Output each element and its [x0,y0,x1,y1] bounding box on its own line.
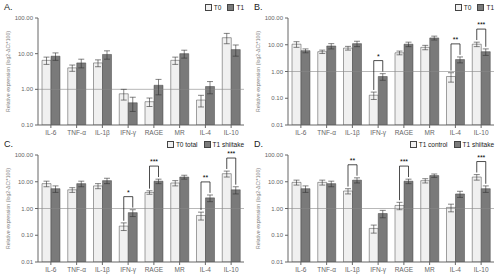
html-text:C.: C. [4,139,13,149]
svg-text:IL-1β: IL-1β [345,129,360,137]
svg-text:MR: MR [175,129,185,136]
svg-text:MR: MR [175,266,185,273]
svg-text:IL-4: IL-4 [450,129,462,136]
svg-text:IL-1β: IL-1β [95,266,110,274]
svg-text:IL-6: IL-6 [295,129,307,136]
svg-text:1.00: 1.00 [21,86,33,92]
svg-text:0.10: 0.10 [21,232,33,238]
svg-text:*: * [127,189,130,196]
svg-text:TNF-α: TNF-α [317,266,336,273]
html-text:T1 control: T1 control [418,140,448,148]
html-text:T0 total: T0 total [175,140,198,148]
svg-text:MR: MR [425,266,435,273]
svg-text:10.00: 10.00 [268,42,284,48]
svg-text:100.00: 100.00 [265,152,284,158]
html-text:T0: T0 [463,3,472,11]
svg-text:IL-6: IL-6 [45,129,57,136]
svg-text:IL-10: IL-10 [224,266,239,273]
svg-text:IFN-γ: IFN-γ [120,266,137,274]
svg-text:Relative expression (log2-ΔCt*: Relative expression (log2-ΔCt*100) [255,168,261,249]
svg-text:***: *** [150,158,158,165]
svg-text:TNF-α: TNF-α [67,129,86,136]
svg-text:TNF-α: TNF-α [67,266,86,273]
svg-text:IL-4: IL-4 [200,129,212,136]
svg-text:IFN-γ: IFN-γ [120,129,137,137]
html-text:T1: T1 [486,3,494,11]
svg-text:100.00: 100.00 [15,152,34,158]
svg-text:1.00: 1.00 [21,206,33,212]
svg-text:IL-1β: IL-1β [345,266,360,274]
html-text:A.: A. [4,2,13,12]
svg-text:IL-6: IL-6 [45,266,57,273]
svg-text:IL-6: IL-6 [295,266,307,273]
html-text:D.: D. [254,139,263,149]
svg-text:**: ** [350,157,356,164]
html-text:T0: T0 [213,3,222,11]
svg-text:IFN-γ: IFN-γ [370,266,387,274]
svg-text:TNF-α: TNF-α [317,129,336,136]
svg-text:0.01: 0.01 [271,122,283,128]
svg-text:RAGE: RAGE [395,129,414,136]
svg-text:100.00: 100.00 [15,15,34,21]
svg-text:100.00: 100.00 [265,15,284,21]
svg-text:10.00: 10.00 [18,51,34,57]
svg-text:RAGE: RAGE [395,266,414,273]
svg-text:**: ** [203,174,209,181]
svg-text:Relative expression (log2-ΔCt*: Relative expression (log2-ΔCt*100) [8,168,11,249]
svg-text:0.01: 0.01 [21,259,33,265]
html-text:T1 shiitake: T1 shiitake [462,140,494,148]
svg-text:Relative expression (log2-ΔCt*: Relative expression (log2-ΔCt*100) [255,31,261,112]
svg-text:10.00: 10.00 [18,179,34,185]
svg-text:***: *** [227,151,235,157]
svg-text:0.10: 0.10 [271,95,283,101]
svg-text:*: * [377,53,380,60]
svg-text:1.00: 1.00 [271,69,283,75]
svg-text:IL-10: IL-10 [224,129,239,136]
svg-text:***: *** [477,154,485,161]
svg-text:RAGE: RAGE [145,129,164,136]
svg-text:Relative expression (log2-ΔCt*: Relative expression (log2-ΔCt*100) [8,31,11,112]
svg-text:IL-1β: IL-1β [95,129,110,137]
svg-text:0.10: 0.10 [21,122,33,128]
svg-text:IL-10: IL-10 [474,266,489,273]
html-text:B.: B. [254,2,263,12]
svg-text:IFN-γ: IFN-γ [370,129,387,137]
svg-text:1.00: 1.00 [271,206,283,212]
html-text:T1 shiitake: T1 shiitake [212,140,244,148]
svg-text:IL-10: IL-10 [474,129,489,136]
svg-text:0.10: 0.10 [271,232,283,238]
svg-text:IL-4: IL-4 [450,266,462,273]
svg-text:***: *** [477,21,485,28]
svg-text:**: ** [453,36,459,43]
svg-text:10.00: 10.00 [268,179,284,185]
svg-text:MR: MR [425,129,435,136]
svg-text:***: *** [400,158,408,165]
html-text:T1: T1 [236,3,244,11]
svg-text:0.01: 0.01 [271,259,283,265]
svg-text:RAGE: RAGE [145,266,164,273]
svg-text:IL-4: IL-4 [200,266,212,273]
